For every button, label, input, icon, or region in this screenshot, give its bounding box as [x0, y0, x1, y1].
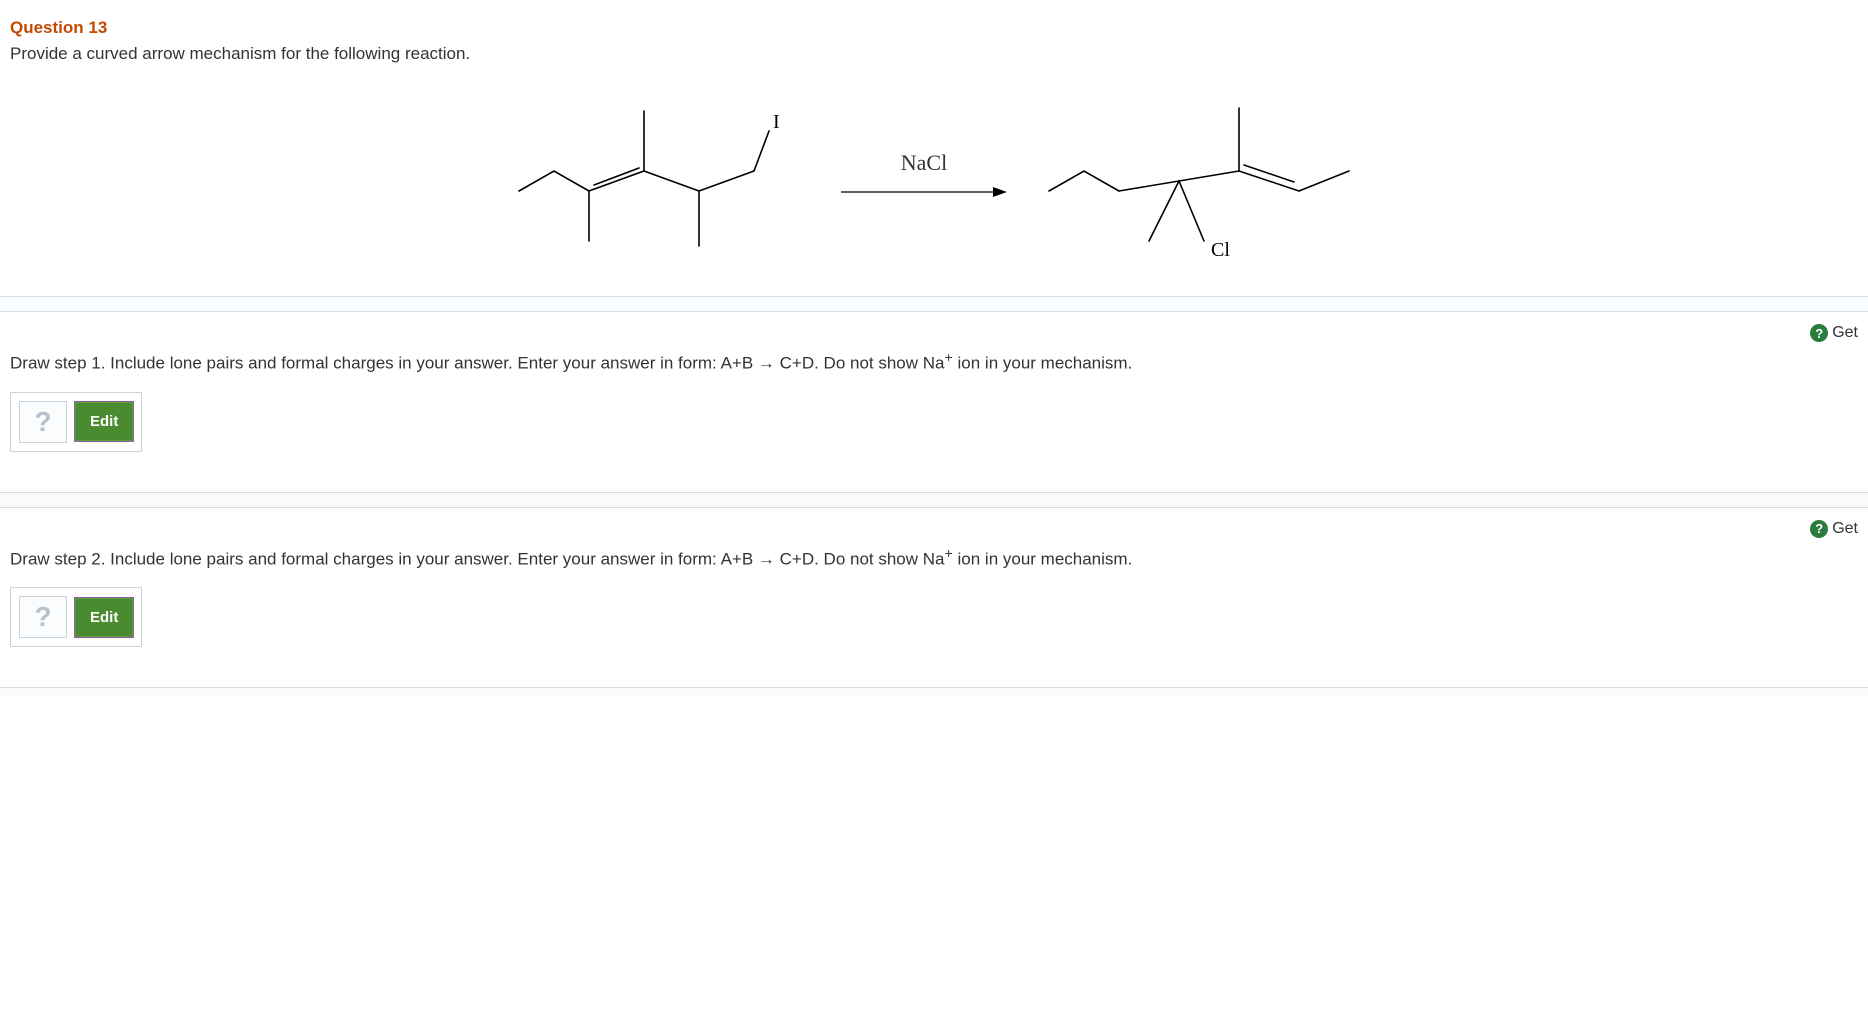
get-help-link[interactable]: Get [1832, 520, 1858, 538]
section-divider [0, 492, 1868, 508]
step-1-instruction: Draw step 1. Include lone pairs and form… [10, 350, 1858, 374]
question-prompt: Provide a curved arrow mechanism for the… [10, 44, 1858, 64]
reaction-arrow-block: NaCl [839, 150, 1009, 202]
step-2-block: ? Get Draw step 2. Include lone pairs an… [10, 508, 1858, 688]
edit-button[interactable]: Edit [75, 402, 133, 441]
reaction-arrow [839, 182, 1009, 202]
reagent-label: NaCl [901, 150, 947, 176]
question-number: Question 13 [10, 18, 1858, 38]
reactant-structure: I [499, 86, 819, 266]
answer-widget-2: ? Edit [10, 587, 142, 647]
reaction-diagram: I NaCl [10, 76, 1858, 276]
section-divider [0, 687, 1868, 695]
help-icon[interactable]: ? [1810, 324, 1828, 342]
product-structure: Cl [1029, 86, 1369, 266]
structure-placeholder[interactable]: ? [19, 401, 67, 443]
answer-widget-1: ? Edit [10, 392, 142, 452]
chlorine-label: Cl [1211, 239, 1230, 261]
step-1-block: ? Get Draw step 1. Include lone pairs an… [10, 312, 1858, 492]
step-2-instruction: Draw step 2. Include lone pairs and form… [10, 546, 1858, 570]
get-help-link[interactable]: Get [1832, 324, 1858, 342]
iodine-label: I [773, 111, 780, 133]
section-divider [0, 296, 1868, 312]
help-icon[interactable]: ? [1810, 520, 1828, 538]
edit-button[interactable]: Edit [75, 598, 133, 637]
structure-placeholder[interactable]: ? [19, 596, 67, 638]
